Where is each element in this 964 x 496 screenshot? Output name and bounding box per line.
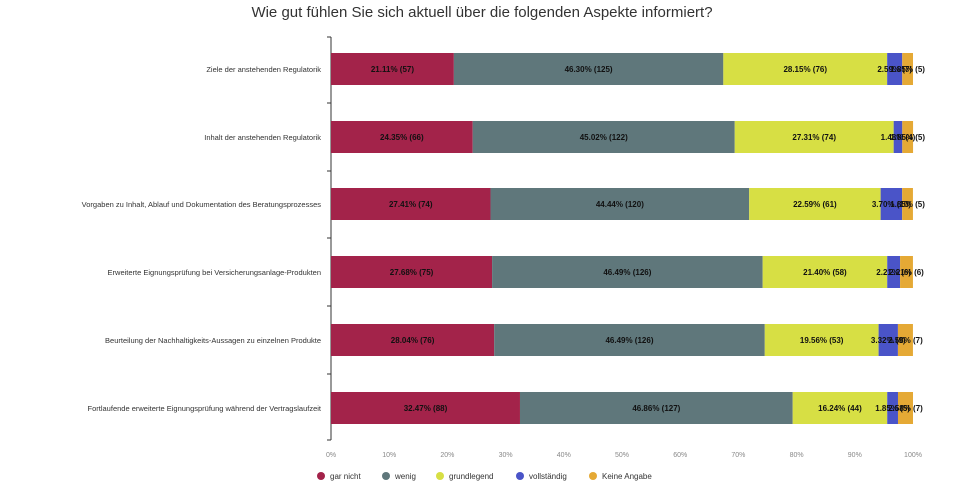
- data-label: 32.47% (88): [404, 404, 448, 413]
- bar-segment[interactable]: [902, 53, 913, 85]
- x-tick-label: 40%: [557, 452, 571, 459]
- data-label: 3.70% (10): [872, 200, 911, 209]
- bar-segment[interactable]: [734, 121, 894, 153]
- bar-segment[interactable]: [900, 256, 913, 288]
- bar-segment[interactable]: [902, 188, 913, 220]
- data-label: 46.30% (125): [565, 65, 613, 74]
- data-label: 46.49% (126): [605, 336, 653, 345]
- x-axis-ticks: 0% 10% 20% 30% 40% 50% 60% 70% 80% 90% 100%: [326, 452, 922, 459]
- data-label: 27.68% (75): [390, 268, 434, 277]
- x-tick-label: 60%: [673, 452, 687, 459]
- legend-marker[interactable]: [382, 472, 390, 480]
- bar-segment[interactable]: [723, 53, 888, 85]
- labels-layer: 21.11% (57) 46.30% (125) 28.15% (76) 2.59% …: [371, 65, 925, 413]
- bar-segment[interactable]: [887, 53, 903, 85]
- bar-segment[interactable]: [331, 324, 495, 356]
- x-tick-label: 90%: [848, 452, 862, 459]
- bar-segment[interactable]: [453, 53, 724, 85]
- bar-segment[interactable]: [331, 256, 493, 288]
- category-label: Fortlaufende erweiterte Eignungsprüfung …: [88, 404, 322, 413]
- bar-segment[interactable]: [331, 53, 454, 85]
- x-tick-label: 0%: [326, 452, 336, 459]
- data-label: 1.85% (5): [875, 404, 910, 413]
- category-label: Vorgaben zu Inhalt, Ablauf und Dokumenta…: [82, 200, 322, 209]
- data-label: 24.35% (66): [380, 133, 424, 142]
- data-label: 27.41% (74): [389, 200, 433, 209]
- legend[interactable]: gar nicht wenig grundlegend vollständig Kein…: [317, 472, 652, 481]
- grid-layer: [327, 36, 332, 441]
- data-label: 19.56% (53): [800, 336, 844, 345]
- x-tick-label: 30%: [499, 452, 513, 459]
- category-label: Inhalt der anstehenden Regulatorik: [204, 133, 321, 142]
- bar-segment[interactable]: [331, 121, 473, 153]
- data-label: 2.21% (6): [889, 268, 924, 277]
- bar-segment[interactable]: [492, 256, 763, 288]
- chart-title: Wie gut fühlen Sie sich aktuell über die…: [251, 4, 713, 21]
- bar-segment[interactable]: [764, 324, 879, 356]
- data-label: 2.58% (7): [888, 404, 923, 413]
- bar-segment[interactable]: [887, 392, 898, 424]
- data-label: 27.31% (74): [792, 133, 836, 142]
- bar-segment[interactable]: [902, 121, 914, 153]
- bar-segment[interactable]: [897, 392, 913, 424]
- category-labels: Ziele der anstehenden Regulatorik Inhalt …: [82, 65, 322, 413]
- category-label: Beurteilung der Nachhaltigkeits-Aussagen…: [105, 336, 321, 345]
- data-label: 2.58% (7): [888, 336, 923, 345]
- data-label: 1.85% (5): [890, 65, 925, 74]
- legend-label[interactable]: vollständig: [529, 472, 567, 481]
- bar-segment[interactable]: [878, 324, 898, 356]
- bar-segment[interactable]: [472, 121, 735, 153]
- category-label: Ziele der anstehenden Regulatorik: [206, 65, 321, 74]
- bars-layer: [331, 53, 914, 424]
- x-tick-label: 10%: [382, 452, 396, 459]
- data-label: 1.85% (5): [890, 200, 925, 209]
- data-label: 3.32% (9): [871, 336, 906, 345]
- data-label: 46.49% (126): [603, 268, 651, 277]
- data-label: 21.40% (58): [803, 268, 847, 277]
- data-label: 28.04% (76): [391, 336, 435, 345]
- bar-segment[interactable]: [331, 188, 491, 220]
- legend-label[interactable]: Keine Angabe: [602, 472, 652, 481]
- data-label: 22.59% (61): [793, 200, 837, 209]
- legend-marker[interactable]: [317, 472, 325, 480]
- data-label: 1.48% (4): [881, 133, 916, 142]
- bar-segment[interactable]: [792, 392, 888, 424]
- x-tick-label: 80%: [790, 452, 804, 459]
- x-tick-label: 50%: [615, 452, 629, 459]
- bar-segment[interactable]: [762, 256, 888, 288]
- legend-label[interactable]: wenig: [394, 472, 416, 481]
- x-tick-label: 100%: [904, 452, 922, 459]
- bar-segment[interactable]: [331, 392, 520, 424]
- data-label: 44.44% (120): [596, 200, 644, 209]
- data-label: 46.86% (127): [632, 404, 680, 413]
- bar-segment[interactable]: [893, 121, 903, 153]
- data-label: 2.21% (6): [876, 268, 911, 277]
- data-label: 16.24% (44): [818, 404, 862, 413]
- data-label: 2.59% (7): [877, 65, 912, 74]
- data-label: 28.15% (76): [783, 65, 827, 74]
- data-label: 21.11% (57): [371, 65, 414, 74]
- bar-segment[interactable]: [749, 188, 881, 220]
- data-label: 1.85% (5): [890, 133, 925, 142]
- bar-segment[interactable]: [494, 324, 765, 356]
- bar-segment[interactable]: [887, 256, 901, 288]
- bar-segment[interactable]: [880, 188, 903, 220]
- category-label: Erweiterte Eignungsprüfung bei Versicher…: [108, 268, 321, 277]
- x-tick-label: 70%: [731, 452, 745, 459]
- legend-marker[interactable]: [516, 472, 524, 480]
- legend-marker[interactable]: [589, 472, 597, 480]
- legend-label[interactable]: gar nicht: [330, 472, 361, 481]
- legend-label[interactable]: grundlegend: [449, 472, 493, 481]
- data-label: 45.02% (122): [580, 133, 628, 142]
- bar-segment[interactable]: [490, 188, 750, 220]
- x-tick-label: 20%: [440, 452, 454, 459]
- bar-segment[interactable]: [519, 392, 793, 424]
- bar-segment[interactable]: [897, 324, 913, 356]
- legend-marker[interactable]: [436, 472, 444, 480]
